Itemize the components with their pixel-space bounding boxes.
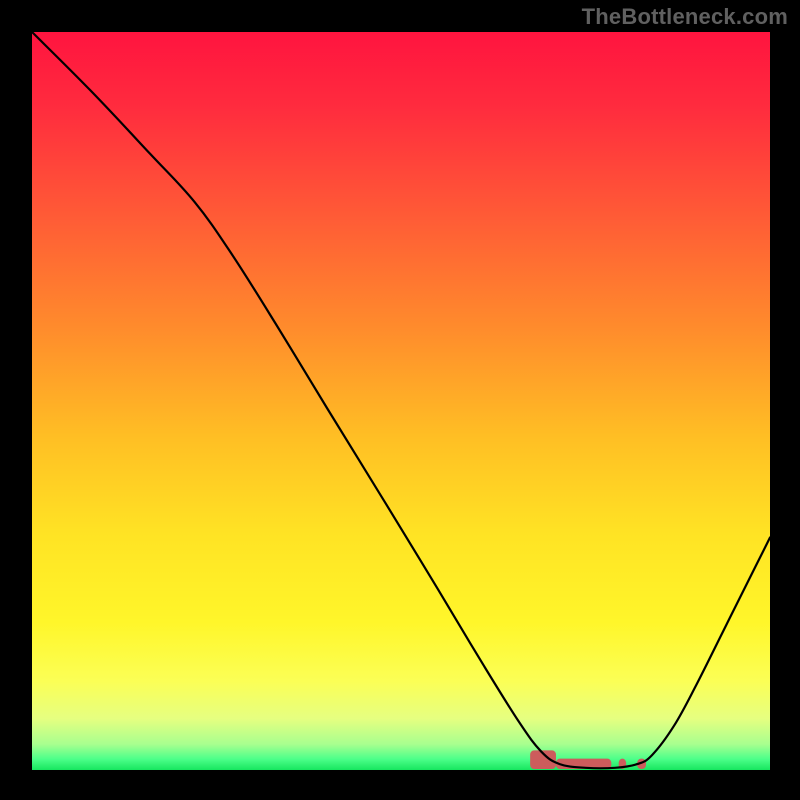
plot-area	[32, 32, 770, 770]
chart-stage: TheBottleneck.com	[0, 0, 800, 800]
watermark-text: TheBottleneck.com	[582, 4, 788, 30]
bottleneck-chart	[0, 0, 800, 800]
gradient-background	[32, 32, 770, 770]
